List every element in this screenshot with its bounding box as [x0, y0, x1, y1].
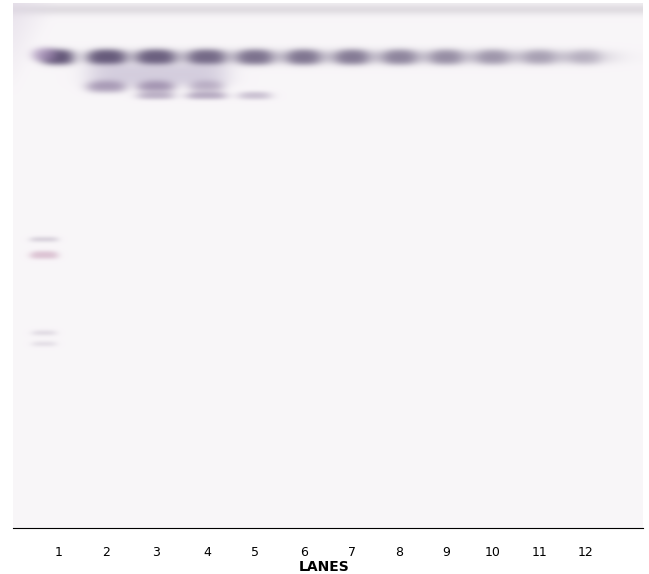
Text: 3: 3 [153, 546, 160, 559]
Text: LANES: LANES [299, 560, 350, 574]
Text: 11: 11 [532, 546, 547, 559]
Text: 2: 2 [102, 546, 110, 559]
Text: 9: 9 [442, 546, 450, 559]
Text: 7: 7 [348, 546, 356, 559]
Text: 6: 6 [300, 546, 308, 559]
Text: 8: 8 [395, 546, 404, 559]
Text: 1: 1 [55, 546, 62, 559]
Text: 4: 4 [203, 546, 211, 559]
Text: 12: 12 [578, 546, 594, 559]
Text: 10: 10 [485, 546, 500, 559]
Text: 5: 5 [251, 546, 260, 559]
